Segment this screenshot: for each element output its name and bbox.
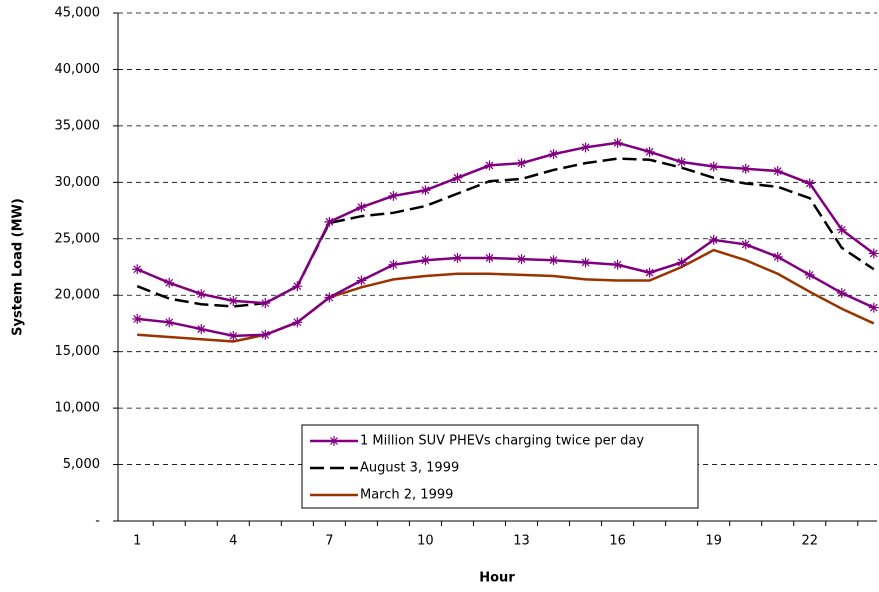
marker [516, 254, 527, 265]
series-line [136, 141, 875, 305]
y-tick-label: 40,000 [55, 62, 101, 77]
marker [388, 259, 399, 270]
series-line [136, 157, 875, 308]
marker [612, 259, 623, 270]
marker [516, 158, 527, 169]
x-tick-label: 7 [325, 534, 333, 549]
marker [228, 295, 239, 306]
marker [324, 292, 335, 303]
x-axis-label: Hour [479, 571, 515, 586]
y-tick-label: - [95, 514, 100, 529]
marker [580, 142, 591, 153]
marker [740, 163, 751, 174]
marker [804, 178, 815, 189]
y-axis-label: System Load (MW) [11, 198, 26, 336]
x-tick-label: 22 [801, 534, 818, 549]
legend: 1 Million SUV PHEVs charging twice per d… [301, 424, 699, 509]
marker [132, 313, 143, 324]
marker [196, 289, 207, 300]
x-tick-label: 19 [705, 534, 722, 549]
marker [324, 216, 335, 227]
marker [580, 257, 591, 268]
marker [484, 160, 495, 171]
marker [164, 317, 175, 328]
marker [452, 252, 463, 263]
marker [708, 234, 719, 245]
marker [772, 251, 783, 262]
marker [356, 275, 367, 286]
marker [292, 281, 303, 292]
marker [548, 149, 559, 160]
marker [292, 317, 303, 328]
x-tick-label: 10 [417, 534, 434, 549]
marker [868, 302, 879, 313]
marker [644, 146, 655, 157]
marker [420, 185, 431, 196]
x-tick-label: 16 [609, 534, 626, 549]
x-tick-label: 1 [133, 534, 141, 549]
marker [676, 257, 687, 268]
marker [868, 248, 879, 259]
legend-label: August 3, 1999 [360, 461, 459, 476]
y-tick-label: 45,000 [55, 6, 101, 21]
series-line [137, 248, 875, 343]
marker [484, 252, 495, 263]
marker [196, 324, 207, 335]
marker [388, 190, 399, 201]
marker [356, 202, 367, 213]
marker [836, 287, 847, 298]
marker [836, 224, 847, 235]
marker [228, 330, 239, 341]
y-tick-label: 25,000 [55, 231, 101, 246]
y-tick-label: 20,000 [55, 288, 101, 303]
y-tick-label: 35,000 [55, 118, 101, 133]
y-tick-label: 10,000 [55, 401, 101, 416]
marker [708, 161, 719, 172]
marker [132, 264, 143, 275]
series-line [137, 238, 875, 338]
marker [612, 137, 623, 148]
x-tick-label: 4 [229, 534, 237, 549]
legend-marker [329, 436, 339, 446]
marker [644, 267, 655, 278]
marker [260, 298, 271, 309]
marker [740, 239, 751, 250]
legend-label: March 2, 1999 [360, 488, 453, 503]
marker [452, 172, 463, 183]
marker [260, 329, 271, 340]
legend-label: 1 Million SUV PHEVs charging twice per d… [360, 434, 644, 449]
marker [164, 277, 175, 288]
legend-box [301, 424, 699, 509]
marker [420, 255, 431, 266]
marker [676, 157, 687, 168]
y-tick-label: 30,000 [55, 175, 101, 190]
marker [804, 269, 815, 280]
x-tick-label: 13 [513, 534, 530, 549]
marker [772, 166, 783, 177]
y-tick-label: 15,000 [55, 344, 101, 359]
marker [548, 255, 559, 266]
y-tick-label: 5,000 [63, 457, 100, 472]
